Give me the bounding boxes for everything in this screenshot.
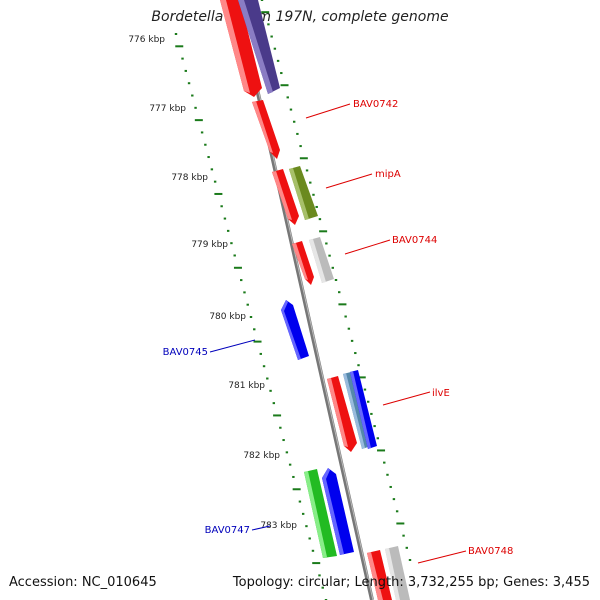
ruler-left-dots — [174, 33, 328, 600]
accession-text: Accession: NC_010645 — [9, 575, 157, 590]
ruler-label: 779 kbp — [191, 240, 228, 250]
ruler-label: 780 kbp — [209, 312, 246, 322]
ruler-label: 778 kbp — [171, 173, 208, 183]
gene-arrow-shade — [350, 371, 371, 449]
gene-label-mipA[interactable]: mipA — [375, 169, 401, 180]
gene-label-BAV0745[interactable]: BAV0745 — [163, 347, 208, 358]
topology-text: Topology: circular; Length: 3,732,255 bp… — [232, 575, 590, 590]
gene-arrow-shade — [327, 378, 348, 447]
genome-backbone — [235, 0, 374, 600]
ruler-label: 776 kbp — [128, 35, 165, 45]
ruler-label: 782 kbp — [243, 451, 280, 461]
gene-arrow-shade — [281, 300, 301, 360]
gene-arrow[interactable] — [322, 468, 354, 555]
gene-labels: BAV0742 mipA BAV0744 BAV0745 ilvE BAV074… — [163, 99, 514, 557]
gene-arrow-shade — [343, 373, 365, 449]
gene-arrow-shade — [367, 552, 383, 600]
gene-arrow-shade — [220, 0, 250, 93]
gene-label-BAV0747[interactable]: BAV0747 — [205, 525, 250, 536]
genome-backbone-highlight — [237, 0, 374, 600]
gene-label-BAV0742[interactable]: BAV0742 — [353, 99, 398, 110]
gene-arrow-shade — [292, 243, 308, 280]
gene-label-ilvE[interactable]: ilvE — [432, 388, 450, 399]
gene-arrow-shade — [304, 471, 327, 558]
ruler-labels: 776 kbp 777 kbp 778 kbp 779 kbp 780 kbp … — [128, 35, 297, 531]
gene-arrow[interactable] — [281, 300, 309, 360]
gene-features — [220, 0, 410, 600]
gene-label-BAV0748[interactable]: BAV0748 — [468, 546, 513, 557]
gene-arrow-shade — [385, 548, 400, 600]
ruler-label: 783 kbp — [260, 521, 297, 531]
gene-arrow-shade — [289, 168, 309, 220]
gene-label-BAV0744[interactable]: BAV0744 — [392, 235, 437, 246]
ruler-label: 777 kbp — [149, 104, 186, 114]
gene-arrow-shade — [272, 171, 292, 220]
ruler-right-dots — [260, 0, 412, 561]
gene-leader-lines — [209, 103, 467, 564]
gene-arrow-shade — [252, 101, 273, 153]
gene-arrow-shade — [309, 239, 326, 283]
gene-arrow-shade — [322, 468, 344, 555]
ruler-label: 781 kbp — [228, 381, 265, 391]
gene-arrow-shade — [238, 0, 273, 94]
